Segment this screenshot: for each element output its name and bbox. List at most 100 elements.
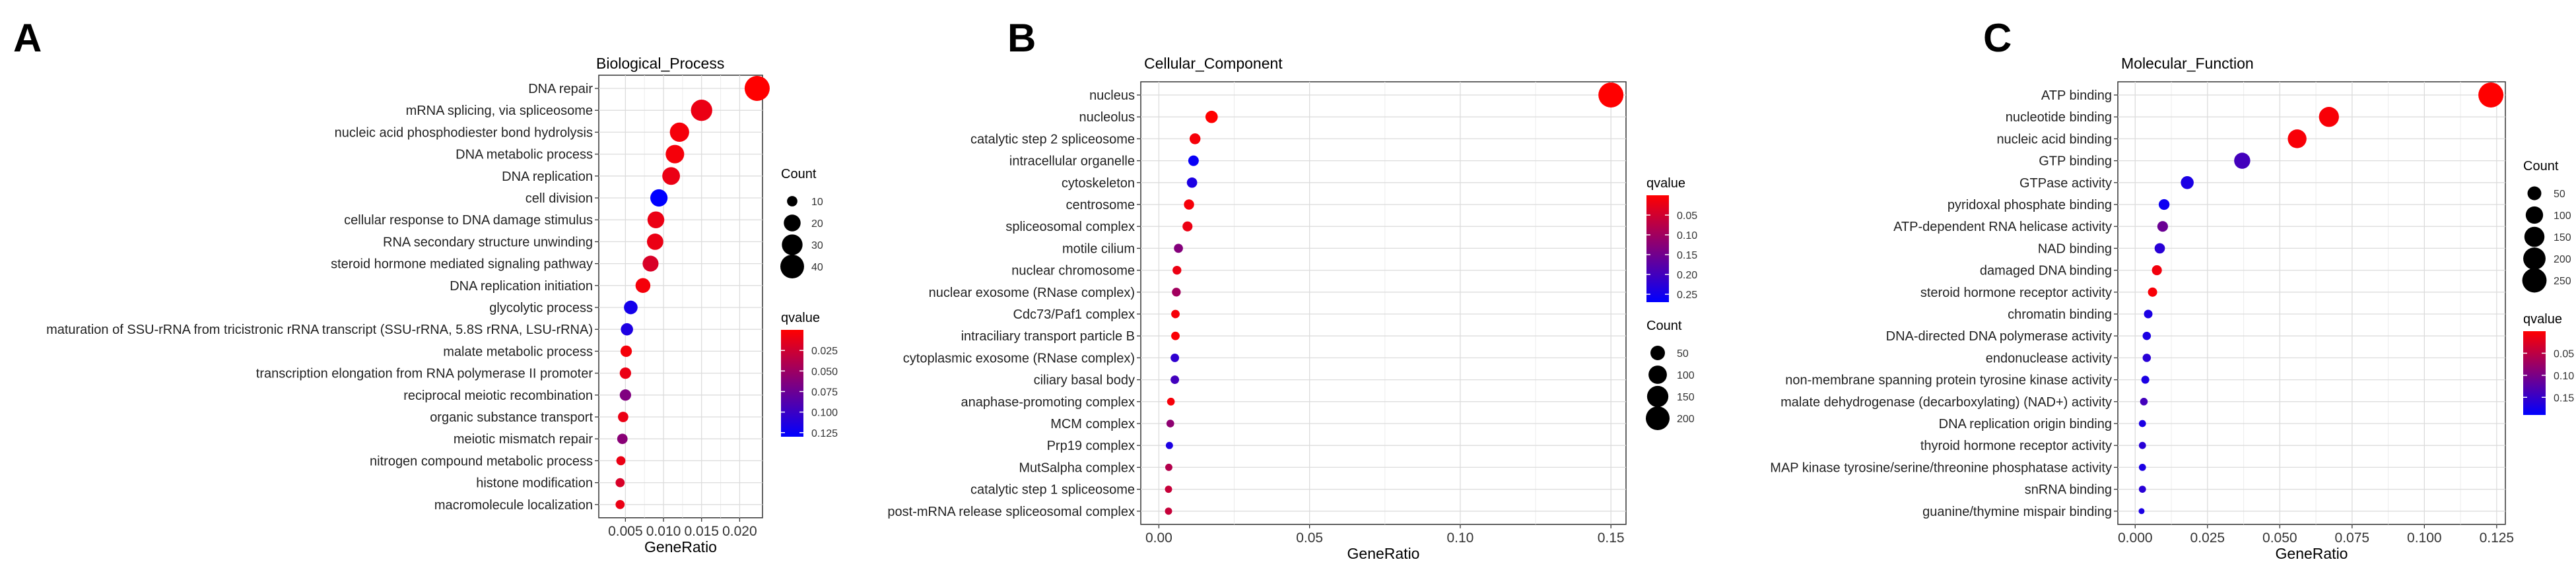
y-tick-label: nucleic acid phosphodiester bond hydroly… [335,125,593,140]
size-legend-label: 100 [1677,370,1695,381]
size-legend-dot [2522,268,2547,293]
data-point [2154,243,2165,254]
data-point [1182,221,1193,232]
size-legend-label: 100 [2554,210,2571,222]
y-tick-label: guanine/thymine mispair binding [1922,505,2112,519]
panel-letter: B [1007,16,1036,60]
plot-area [1140,81,1627,525]
data-point [1205,110,1218,123]
y-tick-label: reciprocal meiotic recombination [403,389,593,403]
data-point [620,345,632,358]
y-tick-label: endonuclease activity [1986,351,2112,365]
y-tick-label: cellular response to DNA damage stimulus [344,213,593,228]
y-tick-label: anaphase-promoting complex [961,395,1135,410]
x-tick-label: 0.010 [646,524,681,539]
x-tick-label: 0.000 [2118,530,2153,546]
y-tick-label: Prp19 complex [1047,439,1135,453]
data-point [615,499,625,509]
y-tick-label: cytoplasmic exosome (RNase complex) [903,351,1135,365]
color-legend-tick-label: 0.15 [1677,250,1697,261]
data-point [1165,486,1172,493]
y-tick-label: catalytic step 1 spliceosome [970,483,1135,497]
minor-gridlines [2171,82,2461,524]
data-point [2142,354,2152,362]
color-legend-title: qvalue [781,311,820,325]
y-tick-label: DNA metabolic process [456,148,593,162]
data-point [618,412,628,422]
y-tick-label: DNA replication initiation [450,279,593,294]
x-axis-title: GeneRatio [2276,545,2348,562]
size-legend-label: 50 [1677,348,1689,360]
y-tick-label: DNA replication [502,170,593,184]
y-tick-label: transcription elongation from RNA polyme… [256,367,593,381]
data-point [1172,265,1182,275]
data-point [1171,331,1180,340]
size-legend-dot [1650,346,1665,360]
data-point [621,323,633,336]
data-point [1174,243,1183,253]
data-point [2138,441,2146,449]
data-point [650,189,668,207]
x-tick-label: 0.015 [684,524,719,539]
y-tick-label: steroid hormone receptor activity [1920,286,2112,300]
x-tick-label: 0.100 [2407,530,2442,546]
y-tick-label: nucleolus [1079,110,1135,125]
data-point [1165,507,1172,515]
y-tick-label: macromolecule localization [434,498,593,513]
x-axis-title: GeneRatio [1347,545,1420,562]
size-legend-label: 30 [811,240,823,251]
data-point [2181,176,2194,189]
data-point [2140,398,2148,406]
color-legend-tick-label: 0.050 [811,366,838,377]
y-tick-label: NAD binding [2038,241,2112,256]
panel-letter: A [13,16,42,60]
x-tick-label: 0.10 [1446,530,1474,546]
color-legend-tick-label: 0.20 [1677,270,1697,281]
size-legend-label: 200 [1677,414,1695,425]
y-tick-label: Cdc73/Paf1 complex [1013,307,1135,322]
data-point [642,255,659,272]
data-point [2138,508,2145,515]
chart-title: Molecular_Function [2121,55,2254,72]
y-tick-label: non-membrane spanning protein tyrosine k… [1785,373,2112,388]
y-tick-label: malate metabolic process [443,344,593,359]
data-point [1189,133,1201,144]
y-tick-label: cell division [525,191,593,206]
data-point [1167,397,1175,406]
size-legend-label: 10 [811,197,823,208]
y-tick-label: post-mRNA release spliceosomal complex [887,505,1135,519]
data-point [665,144,685,164]
data-point [2157,221,2168,232]
data-point [647,211,665,228]
y-tick-label: MAP kinase tyrosine/serine/threonine pho… [1770,460,2112,475]
color-legend-tick-label: 0.125 [811,428,838,439]
data-point [2478,82,2504,108]
data-point [624,300,638,315]
x-tick-label: 0.00 [1145,530,1172,546]
size-legend-dot [1648,365,1667,384]
color-legend-tick-label: 0.100 [811,408,838,419]
y-tick-label: ATP-dependent RNA helicase activity [1893,220,2112,234]
data-point [2138,486,2146,493]
y-tick-label: organic substance transport [430,410,593,425]
y-tick-label: ciliary basal body [1034,373,1135,388]
data-point [1184,199,1194,210]
data-point [1598,82,1624,108]
y-tick-label: nucleic acid binding [1996,132,2112,146]
y-tick-label: nucleus [1089,88,1135,103]
data-point [2288,129,2307,148]
x-tick-label: 0.005 [608,524,643,539]
y-tick-label: DNA-directed DNA polymerase activity [1886,329,2112,344]
data-point [2152,265,2162,276]
size-legend-label: 50 [2554,189,2565,200]
size-legend-dot [782,234,803,255]
x-tick-label: 0.020 [722,524,757,539]
data-point [2148,287,2157,297]
y-tick-label: intraciliary transport particle B [961,329,1135,344]
data-point [1188,155,1199,166]
color-legend-bar [2523,331,2546,415]
y-tick-label: meiotic mismatch repair [454,432,593,447]
y-tick-label: DNA replication origin binding [1939,417,2112,431]
data-point [1170,375,1180,385]
y-tick-label: GTPase activity [2019,176,2112,191]
